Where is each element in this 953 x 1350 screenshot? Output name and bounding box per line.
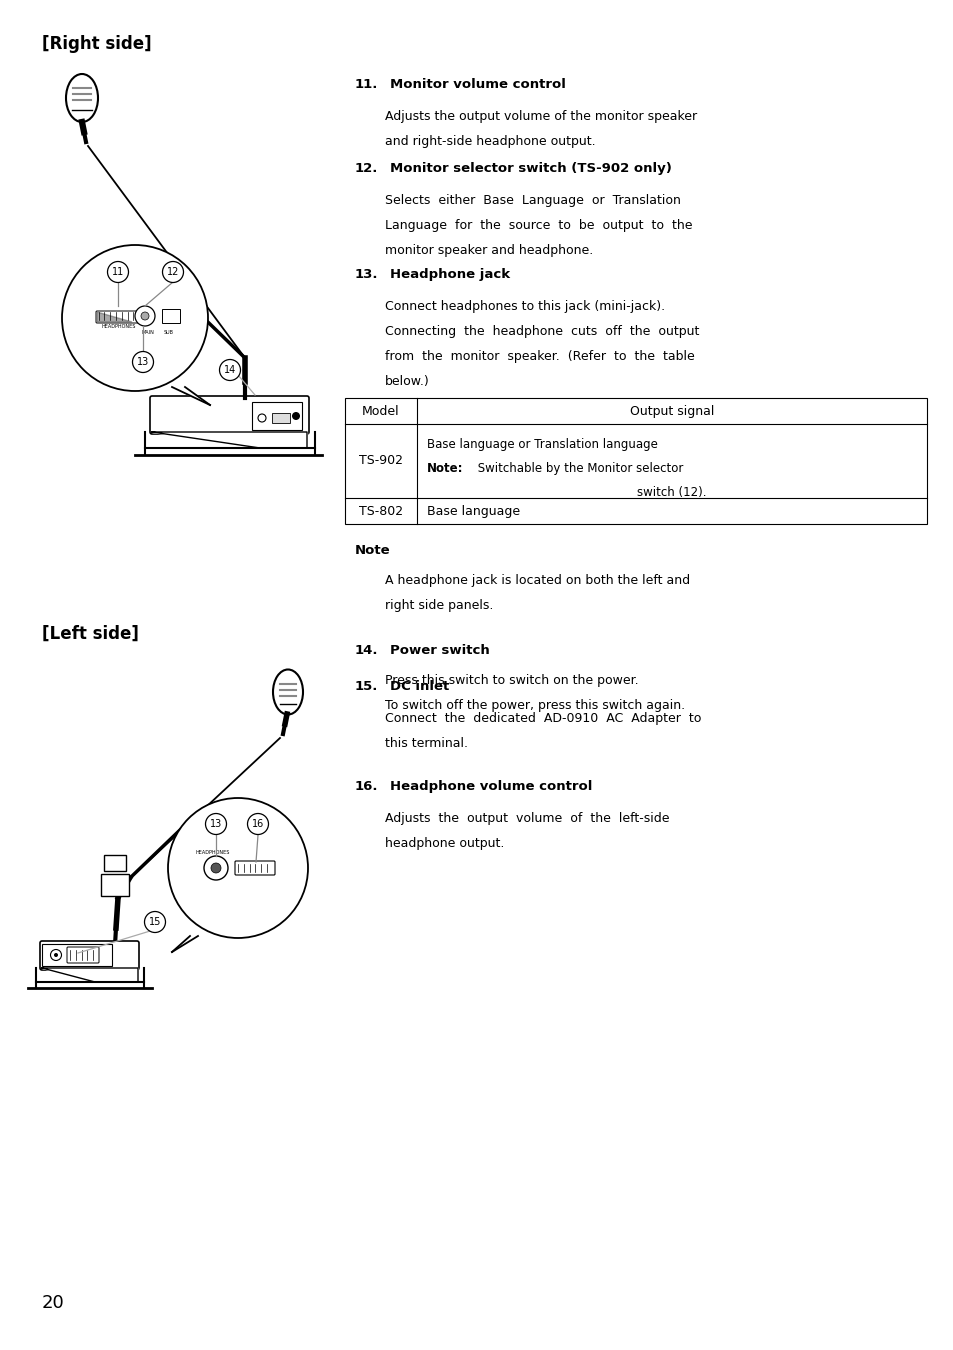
Text: POWER: POWER — [255, 405, 274, 410]
Text: 14.: 14. — [355, 644, 378, 657]
Text: Press this switch to switch on the power.: Press this switch to switch on the power… — [385, 674, 638, 687]
Circle shape — [62, 244, 208, 392]
Text: Connect headphones to this jack (mini-jack).: Connect headphones to this jack (mini-ja… — [385, 300, 664, 313]
Text: 13: 13 — [136, 356, 149, 367]
Text: ON: ON — [274, 408, 280, 412]
Text: 13: 13 — [210, 819, 222, 829]
Text: SUB: SUB — [164, 329, 173, 335]
FancyBboxPatch shape — [40, 941, 139, 971]
Text: [Left side]: [Left side] — [42, 625, 139, 643]
Text: Model: Model — [362, 405, 399, 417]
Text: Note: Note — [355, 544, 390, 558]
Polygon shape — [152, 432, 307, 448]
Text: right side panels.: right side panels. — [385, 599, 493, 612]
Text: 15: 15 — [149, 917, 161, 927]
FancyBboxPatch shape — [162, 309, 180, 323]
Circle shape — [141, 312, 149, 320]
Circle shape — [204, 856, 228, 880]
Text: Switchable by the Monitor selector: Switchable by the Monitor selector — [474, 462, 682, 475]
Circle shape — [54, 953, 58, 957]
FancyBboxPatch shape — [272, 413, 290, 423]
Text: [Right side]: [Right side] — [42, 35, 152, 53]
Text: and right-side headphone output.: and right-side headphone output. — [385, 135, 595, 148]
Text: Monitor selector switch (TS-902 only): Monitor selector switch (TS-902 only) — [390, 162, 671, 176]
Circle shape — [108, 262, 129, 282]
FancyBboxPatch shape — [42, 944, 112, 967]
Text: 11: 11 — [112, 267, 124, 277]
Text: Connecting  the  headphone  cuts  off  the  output: Connecting the headphone cuts off the ou… — [385, 325, 699, 338]
Text: Note:: Note: — [427, 462, 463, 475]
Text: this terminal.: this terminal. — [385, 737, 468, 751]
Text: 15.: 15. — [355, 680, 378, 693]
Text: Monitor volume control: Monitor volume control — [390, 78, 565, 90]
FancyBboxPatch shape — [252, 402, 302, 431]
Text: Headphone jack: Headphone jack — [390, 269, 510, 281]
Circle shape — [219, 359, 240, 381]
Text: MAIN: MAIN — [141, 329, 153, 335]
Text: headphone output.: headphone output. — [385, 837, 504, 850]
Circle shape — [135, 306, 154, 325]
Text: TS-902: TS-902 — [358, 455, 402, 467]
Text: Connect  the  dedicated  AD-0910  AC  Adapter  to: Connect the dedicated AD-0910 AC Adapter… — [385, 711, 700, 725]
Text: HEADPHONES: HEADPHONES — [195, 850, 230, 855]
FancyBboxPatch shape — [96, 310, 140, 323]
Text: Output signal: Output signal — [629, 405, 714, 417]
Polygon shape — [172, 936, 198, 952]
Circle shape — [205, 814, 226, 834]
FancyBboxPatch shape — [234, 861, 274, 875]
FancyBboxPatch shape — [101, 873, 129, 896]
Polygon shape — [172, 387, 210, 405]
Circle shape — [247, 814, 268, 834]
Text: Adjusts  the  output  volume  of  the  left-side: Adjusts the output volume of the left-si… — [385, 811, 669, 825]
Text: A headphone jack is located on both the left and: A headphone jack is located on both the … — [385, 574, 689, 587]
Circle shape — [162, 262, 183, 282]
Text: Language  for  the  source  to  be  output  to  the: Language for the source to be output to … — [385, 219, 692, 232]
Text: Selects  either  Base  Language  or  Translation: Selects either Base Language or Translat… — [385, 194, 680, 207]
Text: switch (12).: switch (12). — [637, 486, 706, 500]
Text: 11.: 11. — [355, 78, 378, 90]
Text: from  the  monitor  speaker.  (Refer  to  the  table: from the monitor speaker. (Refer to the … — [385, 350, 694, 363]
FancyBboxPatch shape — [104, 855, 126, 871]
Circle shape — [292, 412, 299, 420]
Text: below.): below.) — [385, 375, 429, 387]
Text: 12: 12 — [167, 267, 179, 277]
Text: HEADPHONES: HEADPHONES — [102, 324, 136, 329]
Circle shape — [211, 863, 221, 873]
Text: Power switch: Power switch — [390, 644, 489, 657]
Circle shape — [132, 351, 153, 373]
Text: 12.: 12. — [355, 162, 378, 176]
Text: 16.: 16. — [355, 780, 378, 792]
Text: To switch off the power, press this switch again.: To switch off the power, press this swit… — [385, 699, 684, 711]
Text: TS-802: TS-802 — [358, 505, 402, 517]
Circle shape — [168, 798, 308, 938]
Text: monitor speaker and headphone.: monitor speaker and headphone. — [385, 244, 593, 256]
Text: OFF: OFF — [274, 416, 282, 420]
Text: Headphone volume control: Headphone volume control — [390, 780, 592, 792]
FancyBboxPatch shape — [150, 396, 309, 433]
Polygon shape — [42, 968, 138, 981]
FancyBboxPatch shape — [67, 946, 99, 963]
Text: DC inlet: DC inlet — [390, 680, 449, 693]
Text: 14: 14 — [224, 364, 236, 375]
Text: Base language: Base language — [427, 505, 519, 517]
Text: 16: 16 — [252, 819, 264, 829]
Text: Adjusts the output volume of the monitor speaker: Adjusts the output volume of the monitor… — [385, 109, 697, 123]
Text: Base language or Translation language: Base language or Translation language — [427, 437, 658, 451]
Text: 20: 20 — [42, 1295, 65, 1312]
Circle shape — [144, 911, 165, 933]
Text: 13.: 13. — [355, 269, 378, 281]
Polygon shape — [97, 312, 132, 323]
